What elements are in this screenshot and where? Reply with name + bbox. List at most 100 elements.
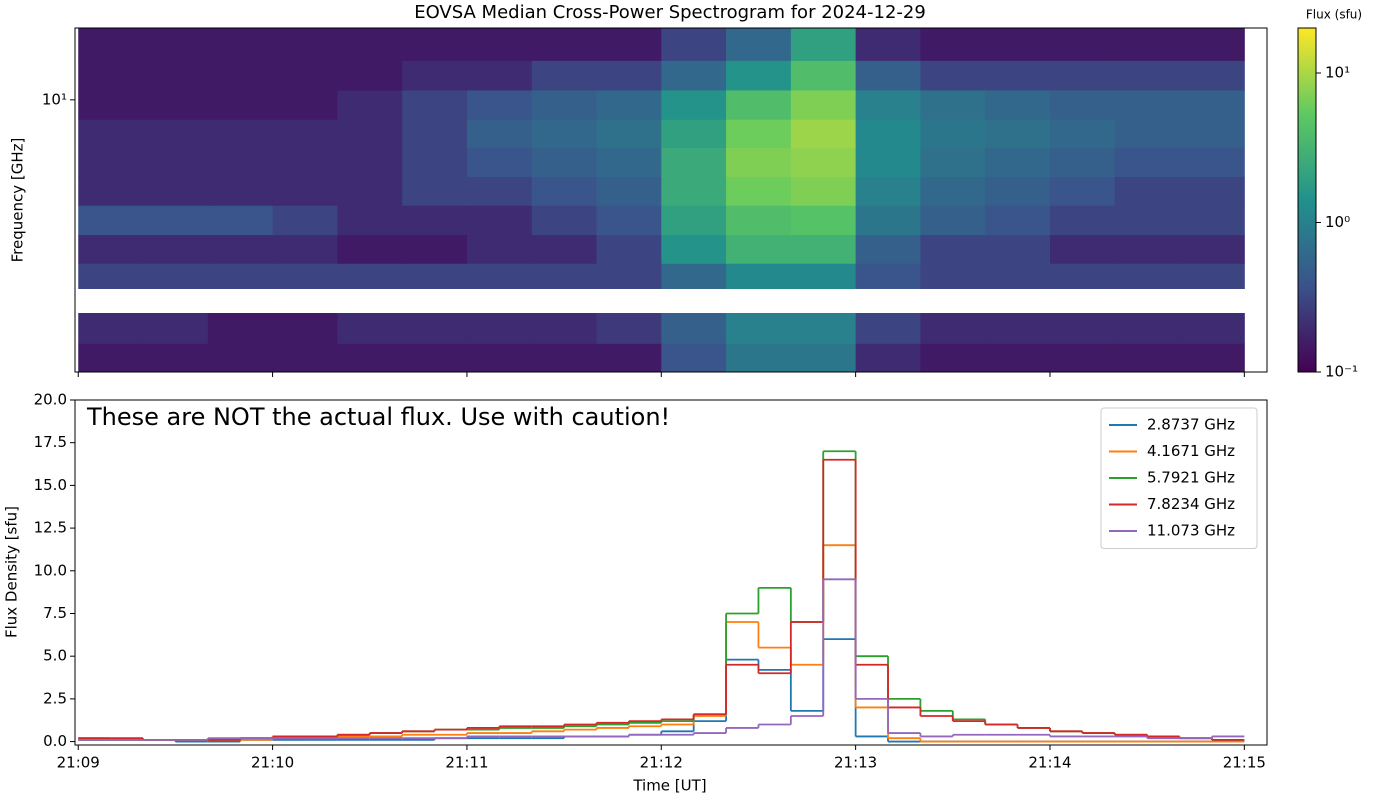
heatmap-cell: [596, 263, 662, 289]
x-tick-label: 21:09: [57, 754, 100, 772]
heatmap-cell: [466, 119, 533, 148]
heatmap-cell: [790, 343, 857, 373]
heatmap-cell: [596, 28, 662, 61]
heatmap-cell: [143, 313, 209, 344]
heatmap-cell: [985, 343, 1051, 373]
heatmap-cell: [1179, 176, 1245, 206]
heatmap-cell: [661, 343, 727, 373]
heatmap-cell: [1179, 28, 1245, 61]
x-tick-label: 21:13: [834, 754, 877, 772]
heatmap-cell: [402, 28, 468, 61]
heatmap-cell: [402, 343, 468, 373]
heatmap-cell: [466, 60, 533, 91]
heatmap-cell: [1114, 343, 1181, 373]
heatmap-cell: [78, 119, 144, 148]
heatmap-cell: [143, 60, 209, 91]
heatmap-cell: [1114, 234, 1181, 264]
heatmap-cell: [531, 205, 597, 236]
y-tick-label: 5.0: [43, 647, 67, 665]
heatmap-cell: [337, 28, 403, 61]
heatmap-cell: [337, 313, 403, 344]
y-tick-label: 17.5: [34, 433, 67, 451]
heatmap-cell: [855, 28, 921, 61]
heatmap-cell: [143, 89, 209, 120]
x-tick-label: 21:11: [445, 754, 488, 772]
heatmap-cell: [1114, 28, 1181, 61]
x-axis-label: Time [UT]: [632, 777, 706, 795]
heatmap-cell: [402, 205, 468, 236]
y-axis-label: Flux Density [sfu]: [3, 506, 21, 638]
heatmap-cell: [78, 147, 144, 178]
heatmap-cell: [790, 234, 857, 264]
heatmap-cell: [531, 119, 597, 148]
heatmap-cell: [661, 234, 727, 264]
heatmap-cell: [920, 234, 986, 264]
heatmap-cell: [272, 343, 338, 373]
legend-label: 11.073 GHz: [1147, 522, 1235, 540]
x-tick-label: 21:15: [1223, 754, 1266, 772]
heatmap-cell: [790, 119, 857, 148]
heatmap-cell: [596, 176, 662, 206]
heatmap-cell: [596, 343, 662, 373]
heatmap-cell: [855, 313, 921, 344]
heatmap-cell: [143, 147, 209, 178]
heatmap-cell: [272, 234, 338, 264]
heatmap-cell: [531, 176, 597, 206]
heatmap-cell: [596, 234, 662, 264]
y-tick-label: 7.5: [43, 604, 67, 622]
heatmap-cell: [207, 89, 274, 120]
heatmap-cell: [466, 89, 533, 120]
heatmap-cell: [337, 147, 403, 178]
legend-box: [1100, 407, 1258, 549]
heatmap-cell: [661, 119, 727, 148]
heatmap-cell: [726, 119, 792, 148]
heatmap-cell: [985, 234, 1051, 264]
colorbar-tick-label: 10⁰: [1325, 213, 1350, 231]
heatmap-cell: [207, 119, 274, 148]
y-tick-label: 12.5: [34, 519, 67, 537]
colorbar-tick-label: 10¹: [1325, 64, 1350, 82]
y-tick-label: 20.0: [34, 391, 67, 409]
heatmap-cell: [78, 60, 144, 91]
heatmap-cell: [466, 343, 533, 373]
heatmap-cell: [790, 205, 857, 236]
heatmap-cell: [531, 343, 597, 373]
heatmap-cell: [726, 263, 792, 289]
heatmap-cell: [661, 176, 727, 206]
heatmap-cell: [402, 234, 468, 264]
heatmap-cell: [1049, 147, 1116, 178]
heatmap-cell: [661, 60, 727, 91]
heatmap-cell: [985, 263, 1051, 289]
heatmap-cell: [920, 313, 986, 344]
heatmap-cell: [790, 147, 857, 178]
heatmap-cell: [337, 119, 403, 148]
heatmap-cell: [337, 343, 403, 373]
heatmap-cell: [920, 176, 986, 206]
heatmap-cell: [78, 89, 144, 120]
plot-frame: [74, 27, 1268, 373]
heatmap-cell: [337, 60, 403, 91]
y-tick-label: 2.5: [43, 689, 67, 707]
heatmap-cell: [790, 28, 857, 61]
heatmap-cell: [466, 205, 533, 236]
heatmap-cell: [466, 28, 533, 61]
heatmap-cell: [402, 147, 468, 178]
heatmap-cell: [790, 176, 857, 206]
heatmap-cell: [143, 28, 209, 61]
y-tick-label: 0.0: [43, 732, 67, 750]
heatmap-cell: [143, 205, 209, 236]
heatmap-cell: [985, 89, 1051, 120]
heatmap-cell: [596, 60, 662, 91]
heatmap-cell: [661, 28, 727, 61]
heatmap-cell: [920, 60, 986, 91]
heatmap-cell: [272, 313, 338, 344]
heatmap-cell: [272, 176, 338, 206]
heatmap-cell: [596, 89, 662, 120]
heatmap-cell: [1179, 205, 1245, 236]
heatmap-cell: [726, 89, 792, 120]
heatmap-cell: [855, 119, 921, 148]
heatmap-cell: [855, 205, 921, 236]
heatmap-cell: [143, 119, 209, 148]
